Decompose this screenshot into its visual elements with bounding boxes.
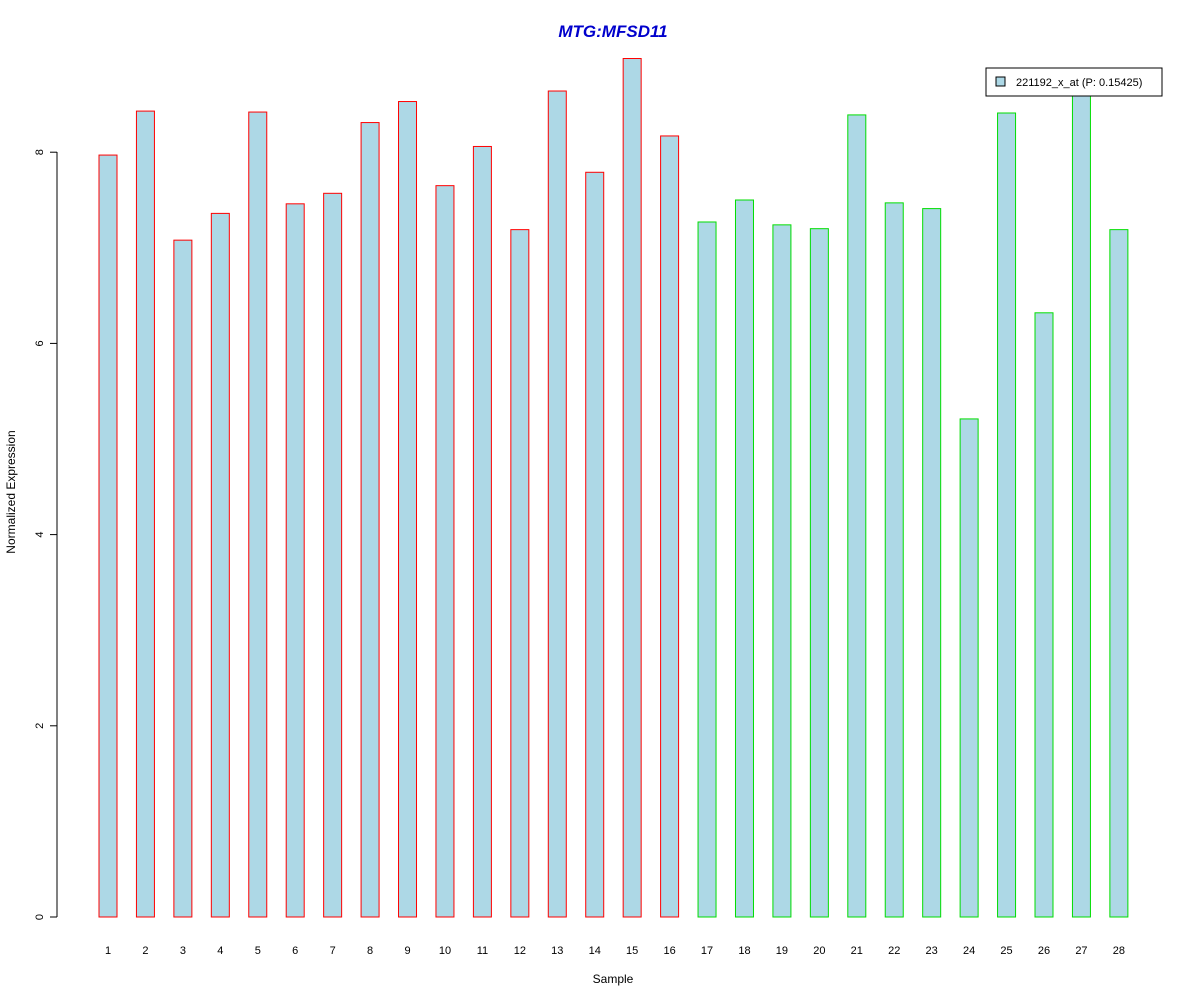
x-tick-label: 23: [926, 945, 938, 957]
bar-sample-8: [360, 122, 380, 918]
bar-sample-23: [922, 208, 942, 918]
x-tick-label: 17: [701, 945, 713, 957]
bar-sample-12: [510, 229, 530, 918]
y-tick-label: 6: [34, 340, 46, 346]
x-tick-label: 28: [1113, 945, 1125, 957]
x-tick-label: 10: [439, 945, 451, 957]
x-tick-label: 15: [626, 945, 638, 957]
x-tick-label: 5: [255, 945, 261, 957]
legend-label: 221192_x_at (P: 0.15425): [1016, 77, 1142, 89]
x-tick-label: 16: [663, 945, 675, 957]
x-tick-label: 14: [589, 945, 601, 957]
bar-sample-25: [997, 112, 1017, 918]
bar-sample-9: [398, 101, 418, 918]
bar-sample-14: [585, 171, 605, 918]
bar-sample-22: [884, 202, 904, 918]
x-tick-label: 7: [330, 945, 336, 957]
bar-sample-3: [173, 239, 193, 918]
bar-sample-26: [1034, 312, 1054, 918]
bar-sample-4: [210, 212, 230, 918]
legend: 221192_x_at (P: 0.15425): [985, 67, 1163, 97]
x-tick-label: 8: [367, 945, 373, 957]
x-tick-label: 21: [851, 945, 863, 957]
bar-sample-5: [248, 111, 268, 918]
bar-sample-24: [959, 418, 979, 918]
bar-sample-20: [809, 228, 829, 918]
y-tick-label: 4: [34, 532, 46, 538]
bars-group: [98, 58, 1129, 918]
y-axis-title: Normalized Expression: [4, 430, 18, 553]
bar-sample-1: [98, 154, 118, 918]
bar-sample-19: [772, 224, 792, 918]
bar-sample-6: [285, 203, 305, 918]
y-axis: 0 2 4 6 8: [34, 149, 58, 920]
legend-swatch: [995, 76, 1006, 87]
x-tick-label: 25: [1000, 945, 1012, 957]
bar-sample-16: [660, 135, 680, 918]
x-tick-label: 27: [1075, 945, 1087, 957]
x-tick-label: 18: [738, 945, 750, 957]
x-tick-label: 24: [963, 945, 975, 957]
x-tick-label: 19: [776, 945, 788, 957]
y-tick-label: 8: [34, 149, 46, 155]
x-tick-label: 26: [1038, 945, 1050, 957]
x-axis-title: Sample: [593, 972, 634, 986]
bar-sample-21: [847, 114, 867, 918]
y-tick-label: 2: [34, 723, 46, 729]
bar-sample-13: [547, 90, 567, 918]
legend-box: [985, 67, 1163, 97]
chart-title: MTG:MFSD11: [558, 22, 667, 41]
x-tick-label: 2: [142, 945, 148, 957]
bar-sample-10: [435, 185, 455, 918]
x-tick-label: 4: [217, 945, 223, 957]
y-tick-label: 0: [34, 914, 46, 920]
bar-sample-28: [1109, 229, 1129, 918]
bar-sample-18: [734, 199, 754, 918]
bar-sample-7: [323, 192, 343, 918]
x-tick-label: 3: [180, 945, 186, 957]
x-tick-label: 9: [404, 945, 410, 957]
x-tick-label: 22: [888, 945, 900, 957]
x-tick-label: 1: [105, 945, 111, 957]
x-tick-label: 20: [813, 945, 825, 957]
x-tick-label: 11: [477, 945, 488, 957]
x-tick-label: 6: [292, 945, 298, 957]
bar-sample-17: [697, 221, 717, 918]
bar-sample-11: [472, 145, 492, 918]
x-tick-labels: 1 2 3 4 5 6 7 8 9 10 11 12 13 14 15 16 17 18 19 20 21 22 23 24 2…: [105, 945, 1125, 957]
bar-sample-2: [135, 110, 155, 918]
bar-sample-15: [622, 58, 642, 918]
bar-sample-27: [1071, 94, 1091, 918]
x-tick-label: 13: [551, 945, 563, 957]
x-tick-label: 12: [514, 945, 526, 957]
